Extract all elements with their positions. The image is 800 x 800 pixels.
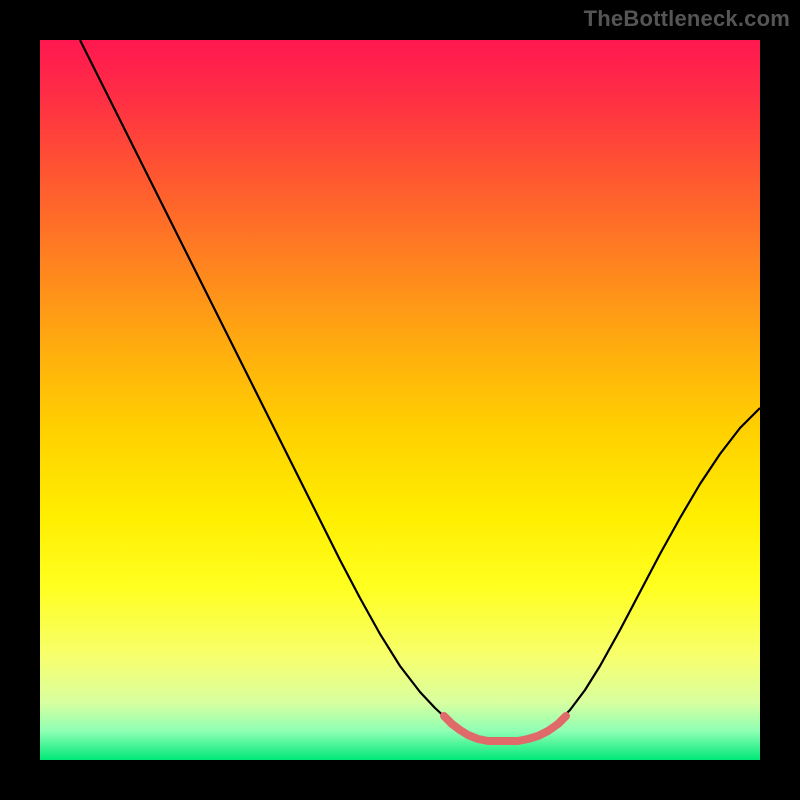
plot-svg	[40, 40, 760, 760]
chart-frame: TheBottleneck.com	[0, 0, 800, 800]
watermark-text: TheBottleneck.com	[584, 6, 790, 32]
gradient-background	[40, 40, 760, 760]
plot-area	[40, 40, 760, 760]
